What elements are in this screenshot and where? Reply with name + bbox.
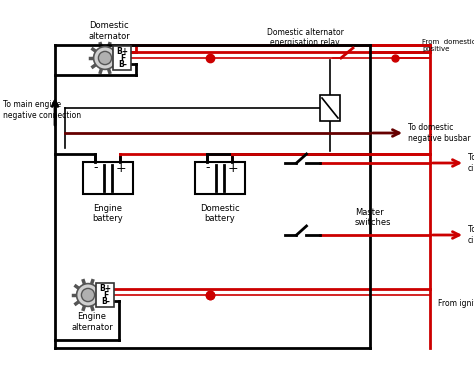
Text: Domestic alternator
energisation relay: Domestic alternator energisation relay	[266, 28, 344, 47]
Text: B+: B+	[100, 284, 111, 293]
Circle shape	[77, 283, 100, 306]
Text: -: -	[93, 162, 98, 175]
Text: B-: B-	[101, 297, 110, 306]
Text: -: -	[205, 162, 210, 175]
Bar	[113, 46, 131, 70]
Text: +: +	[227, 162, 238, 175]
Text: Master
switches: Master switches	[355, 208, 392, 227]
Text: To main engine
negative connection: To main engine negative connection	[3, 100, 81, 120]
Text: Engine
alternator: Engine alternator	[71, 312, 113, 332]
Text: B-: B-	[118, 60, 127, 69]
Bar	[320, 95, 340, 121]
Text: To domestic
circuits: To domestic circuits	[468, 153, 474, 173]
Text: B+: B+	[117, 47, 128, 56]
Text: +: +	[115, 162, 126, 175]
Text: Domestic
battery: Domestic battery	[200, 204, 240, 223]
Bar	[83, 162, 133, 194]
Text: Domestic
alternator: Domestic alternator	[88, 21, 130, 41]
Text: To engine
circuits: To engine circuits	[468, 225, 474, 245]
Text: From  domestic
positive: From domestic positive	[422, 39, 474, 52]
Text: F: F	[120, 53, 125, 62]
Text: Engine
battery: Engine battery	[92, 204, 123, 223]
Bar	[96, 283, 114, 307]
Text: To domestic
negative busbar: To domestic negative busbar	[408, 123, 471, 143]
Circle shape	[82, 288, 95, 301]
Text: F: F	[103, 291, 108, 300]
Text: From ignition switch: From ignition switch	[438, 299, 474, 308]
Circle shape	[93, 47, 117, 70]
Bar	[195, 162, 245, 194]
Circle shape	[99, 51, 111, 65]
